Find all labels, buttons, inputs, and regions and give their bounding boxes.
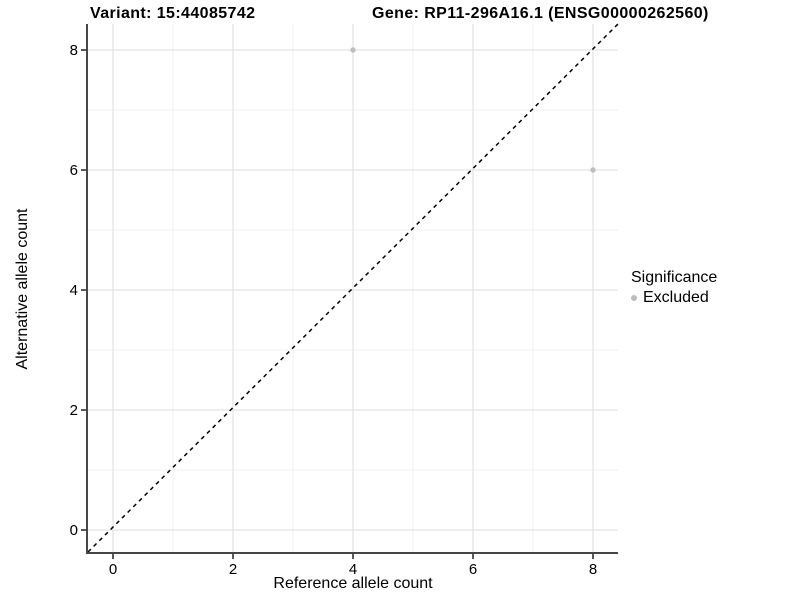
x-axis-title: Reference allele count [273,575,433,592]
data-point [350,47,356,53]
y-tick-label: 4 [70,282,78,299]
x-tick-label: 6 [469,561,477,578]
y-axis-title: Alternative allele count [14,208,31,370]
legend-entry-label: Excluded [643,289,709,306]
legend: Significance Excluded [631,269,717,307]
y-tick-label: 0 [70,522,78,539]
legend-entry-excluded: Excluded [631,289,717,307]
legend-title: Significance [631,269,718,286]
x-tick-label: 8 [589,561,597,578]
excluded-point-icon [631,295,637,301]
data-point [590,167,596,173]
variant-title: Variant: 15:44085742 [90,5,256,22]
gene-title: Gene: RP11-296A16.1 (ENSG00000262560) [372,5,709,22]
y-tick-label: 6 [70,162,78,179]
x-tick-label: 0 [109,561,117,578]
y-tick-label: 2 [70,402,78,419]
x-tick-label: 2 [229,561,237,578]
y-tick-label: 8 [70,42,78,59]
x-tick-label: 4 [349,561,357,578]
